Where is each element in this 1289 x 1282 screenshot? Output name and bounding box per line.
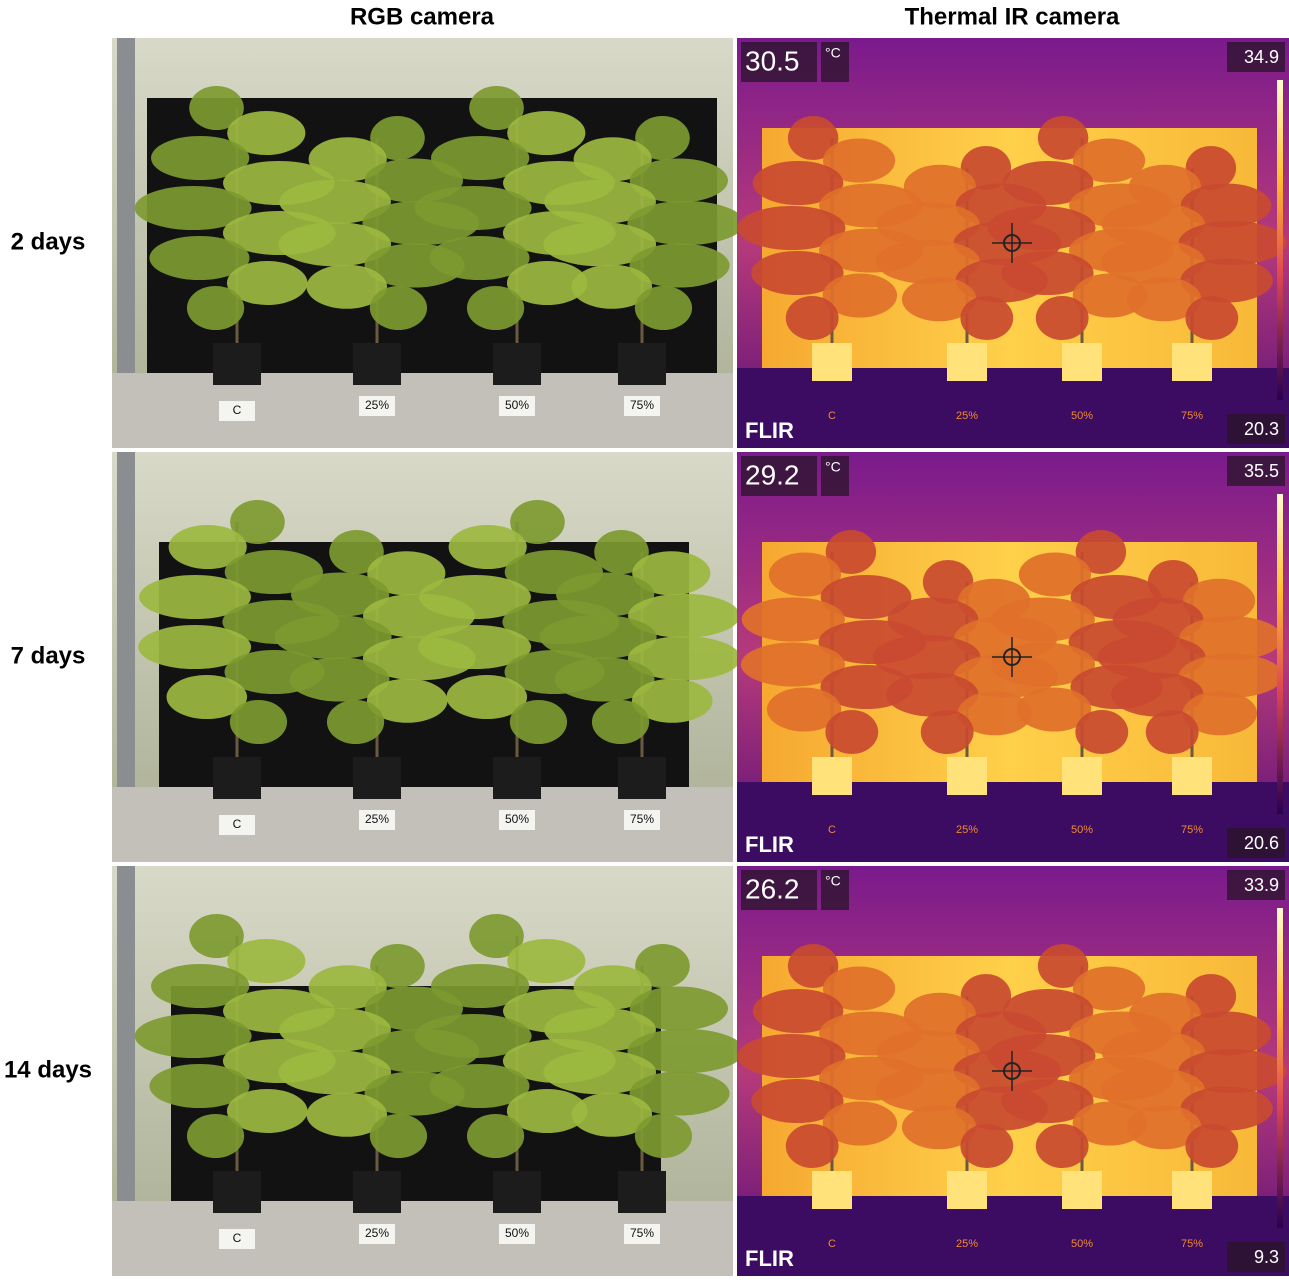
thermal-pot-label: 25% bbox=[956, 824, 978, 836]
row-label: 7 days bbox=[11, 642, 86, 669]
min-temperature: 20.3 bbox=[1244, 419, 1279, 439]
foliage bbox=[786, 1124, 839, 1168]
thermal-pot bbox=[1062, 1171, 1102, 1209]
thermal-pot-label: 25% bbox=[956, 1238, 978, 1250]
thermal-pot bbox=[947, 1171, 987, 1209]
foliage bbox=[1185, 1124, 1238, 1168]
thermal-pot bbox=[1172, 1171, 1212, 1209]
max-temperature: 34.9 bbox=[1244, 47, 1279, 67]
foliage bbox=[187, 286, 244, 330]
pot bbox=[213, 1171, 261, 1213]
foliage bbox=[786, 296, 839, 340]
pot bbox=[353, 1171, 401, 1213]
pot bbox=[618, 757, 666, 799]
pot-label: 75% bbox=[630, 812, 654, 826]
pot-label: 75% bbox=[630, 398, 654, 412]
pot-label: 25% bbox=[365, 398, 389, 412]
row-label: 2 days bbox=[11, 228, 86, 255]
pot bbox=[493, 343, 541, 385]
colorbar bbox=[1277, 908, 1283, 1228]
foliage bbox=[635, 1114, 692, 1158]
max-temperature: 35.5 bbox=[1244, 461, 1279, 481]
thermal-pot bbox=[947, 343, 987, 381]
thermal-pot bbox=[1062, 757, 1102, 795]
pot-label: 50% bbox=[505, 812, 529, 826]
thermal-pot bbox=[812, 1171, 852, 1209]
pot bbox=[213, 757, 261, 799]
thermal-pot bbox=[947, 757, 987, 795]
foliage bbox=[370, 286, 427, 330]
foliage bbox=[1185, 296, 1238, 340]
foliage bbox=[592, 700, 649, 744]
foliage bbox=[230, 700, 287, 744]
max-temperature: 33.9 bbox=[1244, 875, 1279, 895]
colorbar bbox=[1277, 80, 1283, 400]
foliage bbox=[1036, 296, 1089, 340]
thermal-pot-label: C bbox=[828, 824, 836, 836]
pole bbox=[117, 38, 135, 388]
pot-label: 50% bbox=[505, 1226, 529, 1240]
pot bbox=[618, 1171, 666, 1213]
thermal-pot-label: 50% bbox=[1071, 410, 1093, 422]
thermal-pot-label: 75% bbox=[1181, 410, 1203, 422]
thermal-pot-label: 75% bbox=[1181, 824, 1203, 836]
thermal-pot-label: 50% bbox=[1071, 824, 1093, 836]
brand-logo: FLIR bbox=[745, 832, 794, 857]
unit: °C bbox=[825, 45, 841, 61]
pole bbox=[117, 866, 135, 1216]
colorbar bbox=[1277, 494, 1283, 814]
brand-logo: FLIR bbox=[745, 418, 794, 443]
foliage bbox=[187, 1114, 244, 1158]
min-temperature: 20.6 bbox=[1244, 833, 1279, 853]
foliage bbox=[370, 1114, 427, 1158]
foliage bbox=[825, 710, 878, 754]
foliage bbox=[327, 700, 384, 744]
thermal-pot-label: 25% bbox=[956, 410, 978, 422]
thermal-pot bbox=[812, 343, 852, 381]
spot-temperature: 26.2 bbox=[745, 873, 800, 904]
foliage bbox=[510, 700, 567, 744]
pot bbox=[353, 757, 401, 799]
foliage bbox=[467, 1114, 524, 1158]
thermal-pot-label: C bbox=[828, 1238, 836, 1250]
foliage bbox=[1146, 710, 1199, 754]
pot-label: C bbox=[233, 403, 242, 417]
foliage bbox=[467, 286, 524, 330]
spot-temperature: 29.2 bbox=[745, 459, 800, 490]
thermal-pot-label: 50% bbox=[1071, 1238, 1093, 1250]
min-temperature: 9.3 bbox=[1254, 1247, 1279, 1267]
foliage bbox=[960, 1124, 1013, 1168]
foliage bbox=[635, 286, 692, 330]
column-header: Thermal IR camera bbox=[905, 3, 1120, 30]
thermal-pot bbox=[1172, 757, 1212, 795]
spot-temperature: 30.5 bbox=[745, 45, 800, 76]
thermal-pot-label: 75% bbox=[1181, 1238, 1203, 1250]
thermal-pot bbox=[812, 757, 852, 795]
pot-label: C bbox=[233, 1231, 242, 1245]
pole bbox=[117, 452, 135, 802]
foliage bbox=[960, 296, 1013, 340]
thermal-pot-label: C bbox=[828, 410, 836, 422]
pot-label: C bbox=[233, 817, 242, 831]
pot bbox=[493, 757, 541, 799]
row-label: 14 days bbox=[4, 1056, 92, 1083]
thermal-pot bbox=[1062, 343, 1102, 381]
pot-label: 75% bbox=[630, 1226, 654, 1240]
foliage bbox=[1036, 1124, 1089, 1168]
foliage bbox=[1075, 710, 1128, 754]
brand-logo: FLIR bbox=[745, 1246, 794, 1271]
pot-label: 25% bbox=[365, 812, 389, 826]
figure: RGB camera Thermal IR camera 2 days C 25% 5… bbox=[0, 0, 1289, 1282]
unit: °C bbox=[825, 873, 841, 889]
pot bbox=[213, 343, 261, 385]
pot bbox=[493, 1171, 541, 1213]
pot-label: 25% bbox=[365, 1226, 389, 1240]
pot bbox=[353, 343, 401, 385]
pot bbox=[618, 343, 666, 385]
unit: °C bbox=[825, 459, 841, 475]
pot-label: 50% bbox=[505, 398, 529, 412]
thermal-pot bbox=[1172, 343, 1212, 381]
foliage bbox=[921, 710, 974, 754]
column-header: RGB camera bbox=[350, 3, 495, 30]
